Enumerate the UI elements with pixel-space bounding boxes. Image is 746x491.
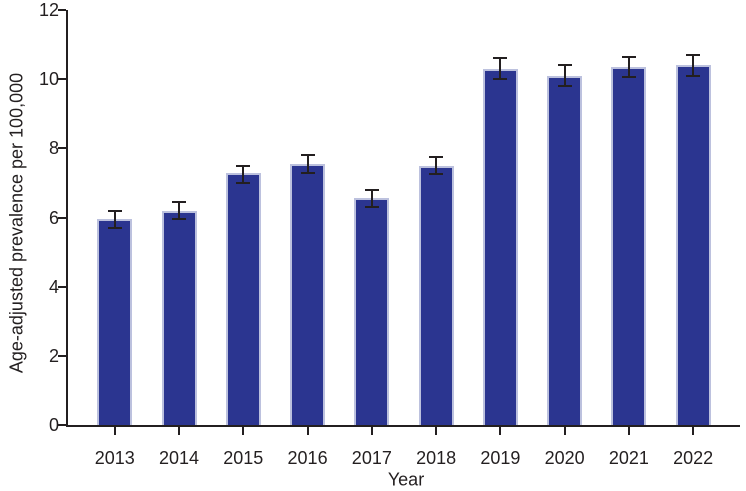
bar-group: 2013	[95, 10, 135, 468]
y-axis-tick-label: 6	[48, 207, 59, 228]
x-axis-tick	[627, 427, 630, 435]
plot-area: 2013 2014 2015 2016 2017 2018 2019 2020 2021 2022…	[39, 0, 740, 468]
y-axis-tick	[58, 424, 66, 426]
y-axis-line	[66, 10, 68, 427]
x-axis-tick	[306, 427, 309, 435]
bar-group: 2016	[288, 10, 328, 468]
error-bar-cap-bottom	[236, 181, 251, 184]
y-axis-tick-label: 2	[48, 345, 59, 366]
bar-2021	[611, 67, 647, 425]
error-bar	[692, 54, 695, 76]
error-bar	[435, 157, 438, 175]
error-bar-cap-bottom	[364, 206, 379, 209]
y-axis-tick-label: 0	[48, 415, 59, 435]
error-bar-cap-top	[107, 209, 122, 212]
error-bar	[306, 155, 309, 173]
bar-group: 2021	[609, 10, 649, 468]
error-bar-cap-bottom	[493, 78, 508, 81]
error-bar	[499, 58, 502, 80]
bar-2014	[161, 210, 197, 425]
bar-2013	[97, 219, 133, 425]
bar-group: 2014	[159, 10, 199, 468]
x-axis-tick-label: 2015	[223, 448, 264, 468]
error-bar-cap-top	[172, 200, 187, 203]
error-bar-cap-bottom	[686, 74, 701, 77]
error-bar-cap-bottom	[621, 76, 636, 79]
x-axis-tick-label: 2013	[94, 448, 135, 468]
error-bar-cap-bottom	[429, 173, 444, 176]
y-axis-tick	[58, 9, 66, 11]
x-axis-tick	[178, 427, 181, 435]
bar-2020	[547, 75, 583, 425]
error-bar-cap-bottom	[557, 85, 572, 88]
bar-2019	[482, 68, 518, 425]
x-axis-tick	[563, 427, 566, 435]
y-axis-tick-label: 8	[48, 138, 59, 159]
x-axis-tick-label: 2014	[159, 448, 200, 468]
x-axis-tick	[370, 427, 373, 435]
error-bar-cap-top	[621, 55, 636, 58]
bar-group: 2019	[480, 10, 520, 468]
bar-group: 2022	[673, 10, 713, 468]
error-bar	[370, 189, 373, 208]
bar-group: 2017	[352, 10, 392, 468]
error-bar-cap-bottom	[107, 226, 122, 229]
bar-2016	[290, 163, 326, 425]
bar-group: 2018	[416, 10, 456, 468]
error-bar-cap-bottom	[172, 218, 187, 221]
x-axis-tick	[692, 427, 695, 435]
bar-2015	[225, 172, 261, 425]
y-axis-tick-label: 12	[38, 0, 59, 20]
y-axis-tick	[58, 216, 66, 219]
x-axis-tick-label: 2017	[351, 448, 392, 468]
error-bar-cap-top	[236, 164, 251, 167]
y-axis-tick	[58, 78, 66, 81]
x-axis-tick	[242, 427, 245, 435]
y-axis-tick	[58, 147, 66, 150]
bar-group: 2015	[223, 10, 263, 468]
bar-2018	[418, 165, 454, 425]
x-axis-line	[66, 425, 740, 427]
x-axis-tick-label: 2016	[287, 448, 328, 468]
error-bar	[563, 65, 566, 87]
y-axis-tick-label: 4	[48, 276, 59, 297]
error-bar-cap-top	[364, 188, 379, 191]
x-axis-tick-label: 2022	[673, 448, 714, 468]
bars-container: 2013 2014 2015 2016 2017 2018 2019 2020 2021 2022	[68, 10, 740, 468]
x-axis-tick-label: 2019	[480, 448, 521, 468]
error-bar-cap-top	[300, 154, 315, 157]
error-bar-cap-top	[686, 53, 701, 56]
bar-2017	[354, 198, 390, 425]
y-axis-tick-label: 10	[38, 69, 59, 90]
error-bar	[627, 56, 630, 78]
error-bar-cap-bottom	[300, 171, 315, 174]
bar-group: 2020	[545, 10, 585, 468]
error-bar-cap-top	[493, 57, 508, 60]
error-bar-cap-top	[557, 64, 572, 67]
x-axis-tick	[435, 427, 438, 435]
error-bar	[242, 165, 245, 183]
y-axis-tick	[58, 354, 66, 357]
error-bar	[178, 201, 181, 220]
x-axis-tick	[113, 427, 116, 435]
bar-2022	[675, 65, 711, 425]
x-axis-tick	[499, 427, 502, 435]
x-axis-tick-label: 2020	[544, 448, 585, 468]
error-bar-cap-top	[429, 155, 444, 158]
x-axis-tick-label: 2021	[608, 448, 649, 468]
x-axis-title: Year	[387, 469, 425, 490]
x-axis-tick-label: 2018	[416, 448, 457, 468]
error-bar	[113, 210, 116, 228]
y-axis-tick	[58, 285, 66, 288]
